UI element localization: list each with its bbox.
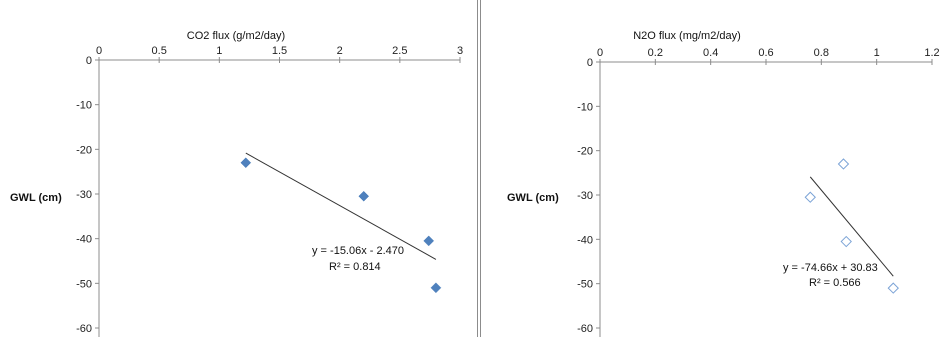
x-tick-label: 0.4 [703, 47, 718, 59]
x-tick-label: 1 [874, 47, 880, 59]
n2o-flux-chart: N2O flux (mg/m2/day) GWL (cm) 0 0.2 0.4 0.6… [507, 30, 940, 337]
regression-equation: y = -15.06x - 2.470 [312, 245, 404, 257]
y-tick-label: -40 [577, 234, 593, 246]
chart-title: CO2 flux (g/m2/day) [187, 30, 285, 42]
x-tick-label: 3 [457, 45, 463, 57]
data-point [837, 158, 850, 170]
n2o-plot-area: 0 0.2 0.4 0.6 0.8 1 1.2 0 -10 -20 -30 -40 -50 -60 [577, 47, 940, 337]
trendline [245, 152, 437, 260]
trendline [809, 176, 894, 277]
chart-title: N2O flux (mg/m2/day) [633, 30, 741, 42]
x-tick-label: 1.5 [272, 45, 287, 57]
data-point [358, 190, 370, 202]
y-tick-label: 0 [587, 57, 593, 69]
r-squared-label: R² = 0.814 [329, 261, 381, 273]
co2-flux-chart: CO2 flux (g/m2/day) GWL (cm) 0 0.5 1 1.5 2 2.… [10, 30, 463, 337]
y-tick-label: -60 [76, 323, 92, 335]
y-tick-label: -30 [577, 190, 593, 202]
y-tick-label: -50 [76, 278, 92, 290]
y-tick-label: -50 [577, 279, 593, 291]
x-tick-label: 0.6 [758, 47, 773, 59]
data-point [804, 191, 816, 203]
data-point [240, 157, 252, 169]
co2-plot-area: 0 0.5 1 1.5 2 2.5 3 0 -10 -20 -30 -40 -50 -60 [76, 45, 463, 337]
x-tick-label: 2 [337, 45, 343, 57]
co2-flux-chart-panel: CO2 flux (g/m2/day) GWL (cm) 0 0.5 1 1.5 2 2.… [10, 0, 478, 337]
y-tick-label: -30 [76, 189, 92, 201]
y-tick-label: -10 [577, 101, 593, 113]
y-tick-label: -60 [577, 323, 593, 335]
y-axis-label: GWL (cm) [507, 192, 559, 204]
r-squared-label: R² = 0.566 [809, 277, 861, 289]
x-tick-label: 0 [96, 45, 102, 57]
data-point [840, 235, 852, 248]
x-tick-label: 0 [597, 47, 603, 59]
x-tick-label: 2.5 [392, 45, 407, 57]
y-tick-label: -20 [577, 146, 593, 158]
y-tick-label: 0 [86, 55, 92, 67]
data-point [430, 282, 442, 294]
x-tick-label: 0.2 [648, 47, 663, 59]
x-tick-label: 0.5 [152, 45, 167, 57]
y-tick-label: -40 [76, 234, 92, 246]
x-tick-label: 1.2 [924, 47, 939, 59]
regression-equation: y = -74.66x + 30.83 [783, 262, 878, 274]
data-point [887, 282, 899, 294]
n2o-flux-chart-panel: N2O flux (mg/m2/day) GWL (cm) 0 0.2 0.4 0.6… [480, 0, 948, 337]
y-tick-label: -10 [76, 100, 92, 112]
y-tick-label: -20 [76, 144, 92, 156]
y-axis-label: GWL (cm) [10, 192, 62, 204]
x-tick-label: 1 [216, 45, 222, 57]
data-point [423, 235, 435, 247]
x-tick-label: 0.8 [814, 47, 829, 59]
